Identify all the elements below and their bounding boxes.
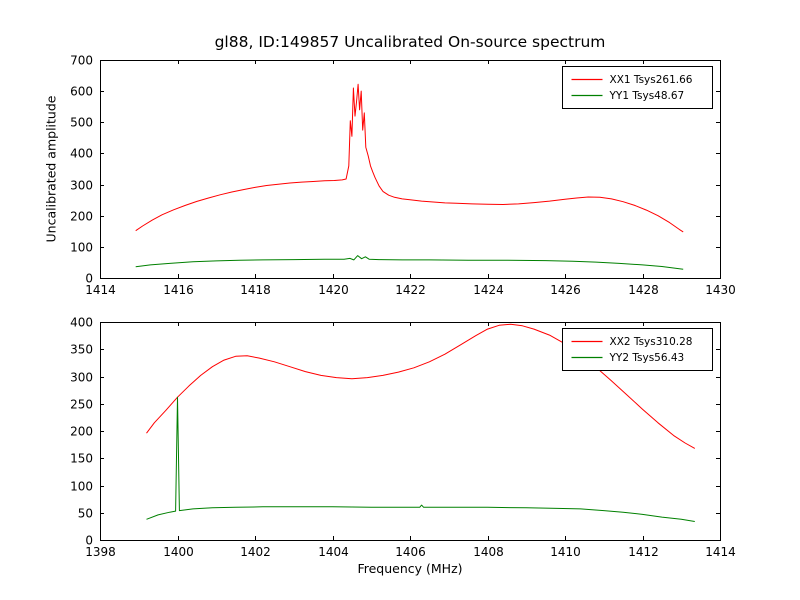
legend: XX1 Tsys261.66 YY1 Tsys48.67 <box>562 66 713 109</box>
y-tick-label: 100 <box>70 480 93 494</box>
tick-marks <box>100 322 721 541</box>
legend-entry-label: YY1 Tsys48.67 <box>609 90 685 102</box>
y-tick-label: 200 <box>70 210 93 224</box>
subplot-top: 1414 1416 1418 1420 1422 1424 1426 1428 1430 0 100… <box>70 54 736 298</box>
y-tick-label: 500 <box>70 116 93 130</box>
y-tick-label: 150 <box>70 452 93 466</box>
y-tick-label: 200 <box>70 425 93 439</box>
x-tick-label: 1410 <box>550 545 581 559</box>
x-tick-label: 1426 <box>550 283 581 297</box>
legend-entry-label: XX1 Tsys261.66 <box>610 74 693 86</box>
legend-box <box>562 66 713 109</box>
x-tick-label: 1422 <box>395 283 426 297</box>
y-tick-label: 350 <box>70 343 93 357</box>
y-tick-label: 0 <box>85 534 93 548</box>
y-tick-label: 600 <box>70 85 93 99</box>
y-tick-label: 700 <box>70 54 93 68</box>
x-tick-label: 1414 <box>85 283 116 297</box>
legend: XX2 Tsys310.28 YY2 Tsys56.43 <box>562 328 713 371</box>
x-tick-label: 1420 <box>318 283 349 297</box>
y-tick-label: 100 <box>70 241 93 255</box>
x-tick-label: 1428 <box>628 283 659 297</box>
y-tick-label: 400 <box>70 316 93 330</box>
x-tick-label: 1408 <box>473 545 504 559</box>
series-xx2 <box>146 323 696 449</box>
x-tick-label: 1418 <box>240 283 271 297</box>
y-tick-label: 250 <box>70 398 93 412</box>
tick-labels: 1398 1400 1402 1404 1406 1408 1410 1412 1414 0 50 1… <box>70 316 736 560</box>
subplot-bottom: 1398 1400 1402 1404 1406 1408 1410 1412 1414 0 50 1… <box>70 316 736 560</box>
x-tick-label: 1398 <box>85 545 116 559</box>
y-tick-label: 0 <box>85 272 93 286</box>
x-tick-label: 1406 <box>395 545 426 559</box>
x-tick-label: 1430 <box>705 283 736 297</box>
y-tick-label: 300 <box>70 179 93 193</box>
tick-marks <box>100 60 721 279</box>
y-tick-label: 50 <box>78 507 93 521</box>
chart-title: gl88, ID:149857 Uncalibrated On-source s… <box>214 33 606 51</box>
tick-labels: 1414 1416 1418 1420 1422 1424 1426 1428 1430 0 100… <box>70 54 736 298</box>
y-tick-label: 300 <box>70 371 93 385</box>
x-tick-label: 1414 <box>705 545 736 559</box>
legend-entry-label: XX2 Tsys310.28 <box>610 336 693 348</box>
legend-entry-label: YY2 Tsys56.43 <box>609 352 685 364</box>
series-yy1 <box>135 255 684 270</box>
series-yy2 <box>146 396 695 522</box>
x-axis-label: Frequency (MHz) <box>357 561 463 576</box>
x-tick-label: 1404 <box>318 545 349 559</box>
y-tick-label: 400 <box>70 147 93 161</box>
x-tick-label: 1424 <box>473 283 504 297</box>
series-xx1 <box>135 83 684 233</box>
legend-box <box>562 328 713 371</box>
x-tick-label: 1416 <box>163 283 194 297</box>
x-tick-label: 1412 <box>628 545 659 559</box>
x-tick-label: 1400 <box>163 545 194 559</box>
x-tick-label: 1402 <box>240 545 271 559</box>
